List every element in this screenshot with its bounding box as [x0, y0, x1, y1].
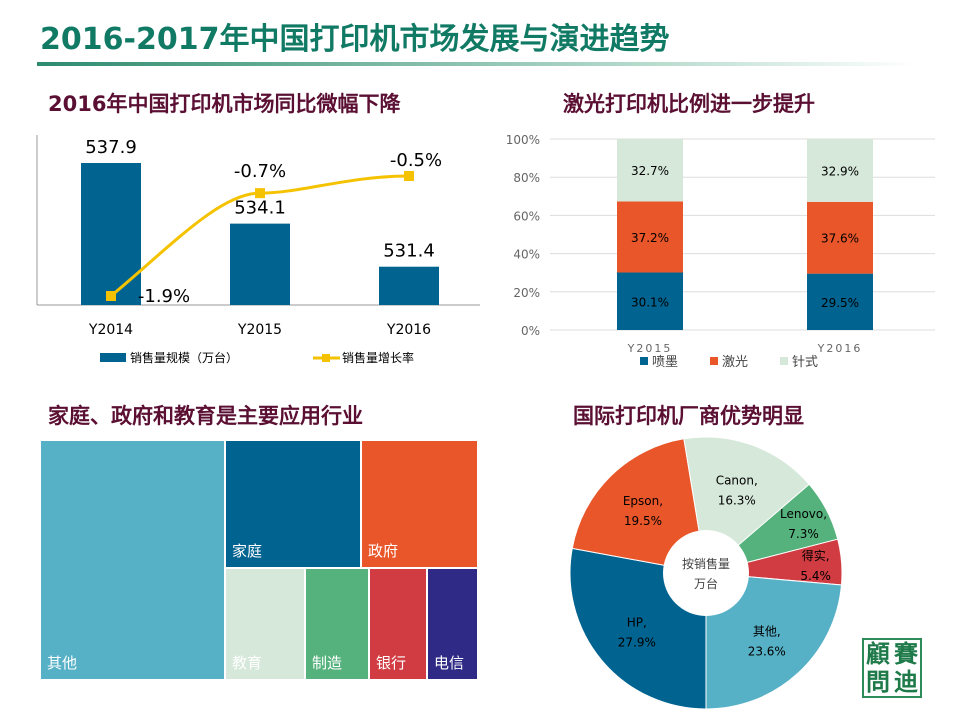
legend-label: 激光 [722, 355, 748, 370]
y-tick-label: 0% [521, 324, 540, 338]
legend-swatch [640, 357, 648, 365]
treemap-cell-5: 银行 [369, 568, 427, 680]
legend-swatch [780, 357, 788, 365]
treemap-label: 家庭 [232, 542, 263, 560]
chart1-title: 2016年中国打印机市场同比微幅下降 [48, 92, 401, 116]
share-chart: 0% 20% 40% 60% 80% 100% 30.1% 37.2% 32.7% Y2015 29… [506, 133, 935, 370]
growth-label: -0.7% [234, 161, 286, 182]
growth-marker [255, 188, 265, 199]
segment-激光 [617, 201, 683, 273]
treemap-label: 教育 [232, 654, 263, 672]
treemap-cell-4: 制造 [305, 568, 369, 680]
x-tick-label: Y2015 [237, 322, 282, 338]
segment-针式 [807, 139, 873, 202]
chart4-title: 国际打印机厂商优势明显 [573, 404, 804, 428]
sales-chart: 537.9 Y2014 534.1 Y2015 531.4 Y2016 -1.9% -0.7%… [36, 135, 480, 365]
slice-name: 其他, [753, 624, 781, 638]
x-tick-label: Y2015 [627, 342, 673, 355]
slice-value: 5.4% [800, 569, 831, 583]
treemap-label: 政府 [368, 542, 399, 560]
x-tick-label: Y2014 [88, 322, 133, 338]
treemap-cell-6: 电信 [427, 568, 478, 680]
pie-hole [663, 530, 749, 616]
segment-喷墨 [807, 273, 873, 330]
segment-label: 30.1% [631, 295, 669, 309]
legend-line-label: 销售量增长率 [342, 350, 414, 365]
bar-Y2015 [230, 223, 290, 305]
segment-喷墨 [617, 272, 683, 330]
legend-swatch [710, 357, 718, 365]
bar-Y2014 [81, 163, 141, 305]
legend-label: 针式 [792, 355, 818, 370]
treemap-label: 银行 [376, 654, 407, 672]
segment-label: 32.9% [821, 164, 859, 178]
bar-Y2016 [379, 266, 439, 305]
pie-slice-其他 [705, 572, 843, 710]
title-divider [37, 62, 917, 66]
slice-value: 16.3% [718, 493, 756, 507]
chart2-title: 激光打印机比例进一步提升 [563, 92, 815, 116]
treemap-cell-1: 家庭 [225, 440, 361, 568]
bar-label: 537.9 [85, 137, 137, 158]
slice-name: Lenovo, [780, 507, 827, 521]
growth-label: -0.5% [390, 150, 442, 171]
y-tick-label: 60% [513, 209, 540, 223]
segment-激光 [807, 201, 873, 274]
slice-value: 27.9% [618, 636, 656, 650]
page-title: 2016-2017年中国打印机市场发展与演进趋势 [40, 22, 670, 57]
treemap-cell-0: 其他 [40, 440, 225, 680]
segment-针式 [617, 139, 683, 202]
treemap-label: 电信 [434, 654, 465, 672]
legend-label: 喷墨 [652, 355, 678, 370]
slice-name: 得实, [802, 548, 830, 563]
bar-label: 531.4 [383, 241, 435, 262]
slice-name: Epson, [623, 494, 663, 508]
slice-value: 23.6% [748, 644, 786, 658]
vendor-pie: HP, 27.9% Epson, 19.5% Canon, 16.3% Lenovo, 7.3… [569, 436, 843, 710]
slice-name: HP, [627, 616, 647, 630]
x-tick-label: Y2016 [386, 322, 431, 338]
legend-bar-swatch [100, 353, 126, 362]
slice-value: 19.5% [624, 514, 662, 528]
center-label: 按销售量 [682, 556, 730, 571]
slice-value: 7.3% [788, 527, 819, 541]
y-tick-label: 40% [513, 248, 540, 262]
center-label: 万台 [694, 576, 718, 591]
treemap-cell-2: 政府 [361, 440, 478, 568]
growth-marker [404, 171, 414, 181]
y-tick-label: 80% [513, 171, 540, 185]
treemap-label: 制造 [312, 654, 343, 672]
logo: 顧賽問迪 [862, 638, 922, 698]
growth-label: -1.9% [138, 286, 190, 307]
segment-label: 29.5% [821, 296, 859, 310]
legend-bar-label: 销售量规模（万台） [130, 350, 238, 365]
segment-label: 37.2% [631, 231, 669, 245]
legend-line-marker [322, 354, 330, 362]
chart3-title: 家庭、政府和教育是主要应用行业 [48, 404, 363, 428]
growth-marker [106, 291, 116, 301]
treemap-label: 其他 [47, 654, 78, 672]
bar-label: 534.1 [234, 198, 286, 219]
y-tick-label: 20% [513, 286, 540, 300]
segment-label: 37.6% [821, 232, 859, 246]
segment-label: 32.7% [631, 164, 669, 178]
x-tick-label: Y2016 [817, 342, 863, 355]
slice-name: Canon, [716, 473, 758, 487]
treemap-cell-3: 教育 [225, 568, 305, 680]
y-tick-label: 100% [506, 133, 540, 147]
pie-slice-Epson [571, 438, 707, 574]
